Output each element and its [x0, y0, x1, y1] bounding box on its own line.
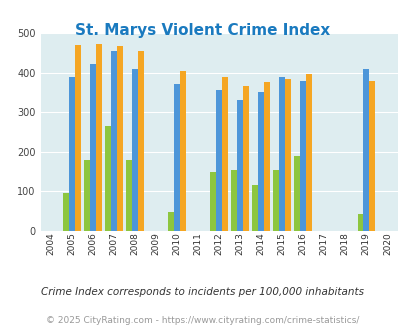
- Bar: [305, 74, 311, 231]
- Bar: [69, 77, 75, 231]
- Bar: [362, 69, 369, 231]
- Bar: [180, 71, 185, 231]
- Bar: [75, 45, 81, 231]
- Bar: [96, 44, 102, 231]
- Text: © 2025 CityRating.com - https://www.cityrating.com/crime-statistics/: © 2025 CityRating.com - https://www.city…: [46, 315, 359, 325]
- Bar: [237, 100, 243, 231]
- Bar: [231, 170, 237, 231]
- Bar: [105, 126, 111, 231]
- Bar: [285, 79, 290, 231]
- Bar: [369, 81, 374, 231]
- Bar: [243, 86, 249, 231]
- Bar: [117, 47, 123, 231]
- Bar: [258, 92, 264, 231]
- Bar: [210, 172, 216, 231]
- Bar: [84, 160, 90, 231]
- Bar: [63, 193, 69, 231]
- Bar: [264, 82, 269, 231]
- Bar: [279, 77, 285, 231]
- Bar: [111, 51, 117, 231]
- Bar: [294, 156, 300, 231]
- Text: Crime Index corresponds to incidents per 100,000 inhabitants: Crime Index corresponds to incidents per…: [41, 287, 364, 297]
- Bar: [126, 160, 132, 231]
- Bar: [138, 51, 144, 231]
- Bar: [273, 170, 279, 231]
- Bar: [300, 81, 305, 231]
- Bar: [132, 69, 138, 231]
- Bar: [216, 90, 222, 231]
- Bar: [90, 64, 96, 231]
- Bar: [222, 77, 228, 231]
- Bar: [168, 213, 174, 231]
- Text: St. Marys Violent Crime Index: St. Marys Violent Crime Index: [75, 23, 330, 38]
- Bar: [357, 214, 362, 231]
- Bar: [174, 84, 180, 231]
- Bar: [252, 185, 258, 231]
